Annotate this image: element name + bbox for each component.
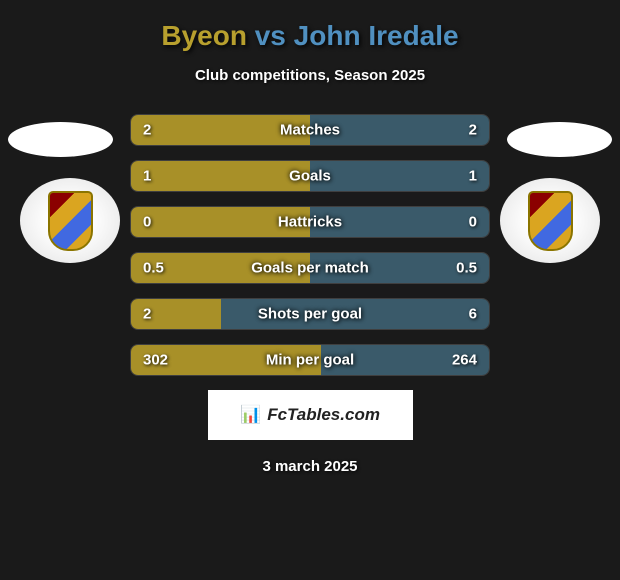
stat-value-right: 0.5	[456, 260, 477, 277]
stat-bar: Goals 1 1	[130, 160, 490, 192]
stat-value-right: 2	[469, 122, 477, 139]
stat-value-left: 0.5	[143, 260, 164, 277]
vs-separator: vs	[255, 20, 286, 51]
watermark: 📊 FcTables.com	[208, 390, 413, 440]
player1-flag	[8, 122, 113, 157]
bar-left-segment	[131, 161, 310, 191]
player1-name: Byeon	[161, 20, 247, 51]
stat-label: Matches	[280, 122, 340, 139]
subtitle: Club competitions, Season 2025	[10, 67, 610, 84]
stat-value-left: 0	[143, 214, 151, 231]
player2-flag	[507, 122, 612, 157]
date-label: 3 march 2025	[10, 458, 610, 475]
comparison-infographic: Byeon vs John Iredale Club competitions,…	[0, 0, 620, 580]
stat-bar: Min per goal 302 264	[130, 344, 490, 376]
watermark-text: FcTables.com	[267, 405, 380, 425]
stat-bar: Shots per goal 2 6	[130, 298, 490, 330]
stat-label: Shots per goal	[258, 306, 362, 323]
player2-name: John Iredale	[294, 20, 459, 51]
stat-value-right: 264	[452, 352, 477, 369]
chart-icon: 📊	[240, 405, 261, 425]
stat-label: Hattricks	[278, 214, 342, 231]
stats-bars-container: Matches 2 2 Goals 1 1 Hattricks 0 0 Goals per mat…	[130, 114, 490, 376]
stat-value-left: 2	[143, 122, 151, 139]
stat-value-left: 302	[143, 352, 168, 369]
stat-value-right: 1	[469, 168, 477, 185]
bar-right-segment	[310, 161, 489, 191]
stat-value-left: 1	[143, 168, 151, 185]
stat-bar: Hattricks 0 0	[130, 206, 490, 238]
player2-crest	[500, 178, 600, 263]
player1-crest	[20, 178, 120, 263]
stat-value-right: 0	[469, 214, 477, 231]
crest-shield-icon	[48, 191, 93, 251]
stat-bar: Matches 2 2	[130, 114, 490, 146]
stat-label: Goals per match	[251, 260, 369, 277]
page-title: Byeon vs John Iredale	[10, 20, 610, 52]
stat-value-left: 2	[143, 306, 151, 323]
stat-label: Min per goal	[266, 352, 354, 369]
stat-value-right: 6	[469, 306, 477, 323]
crest-shield-icon	[528, 191, 573, 251]
stat-bar: Goals per match 0.5 0.5	[130, 252, 490, 284]
stat-label: Goals	[289, 168, 331, 185]
